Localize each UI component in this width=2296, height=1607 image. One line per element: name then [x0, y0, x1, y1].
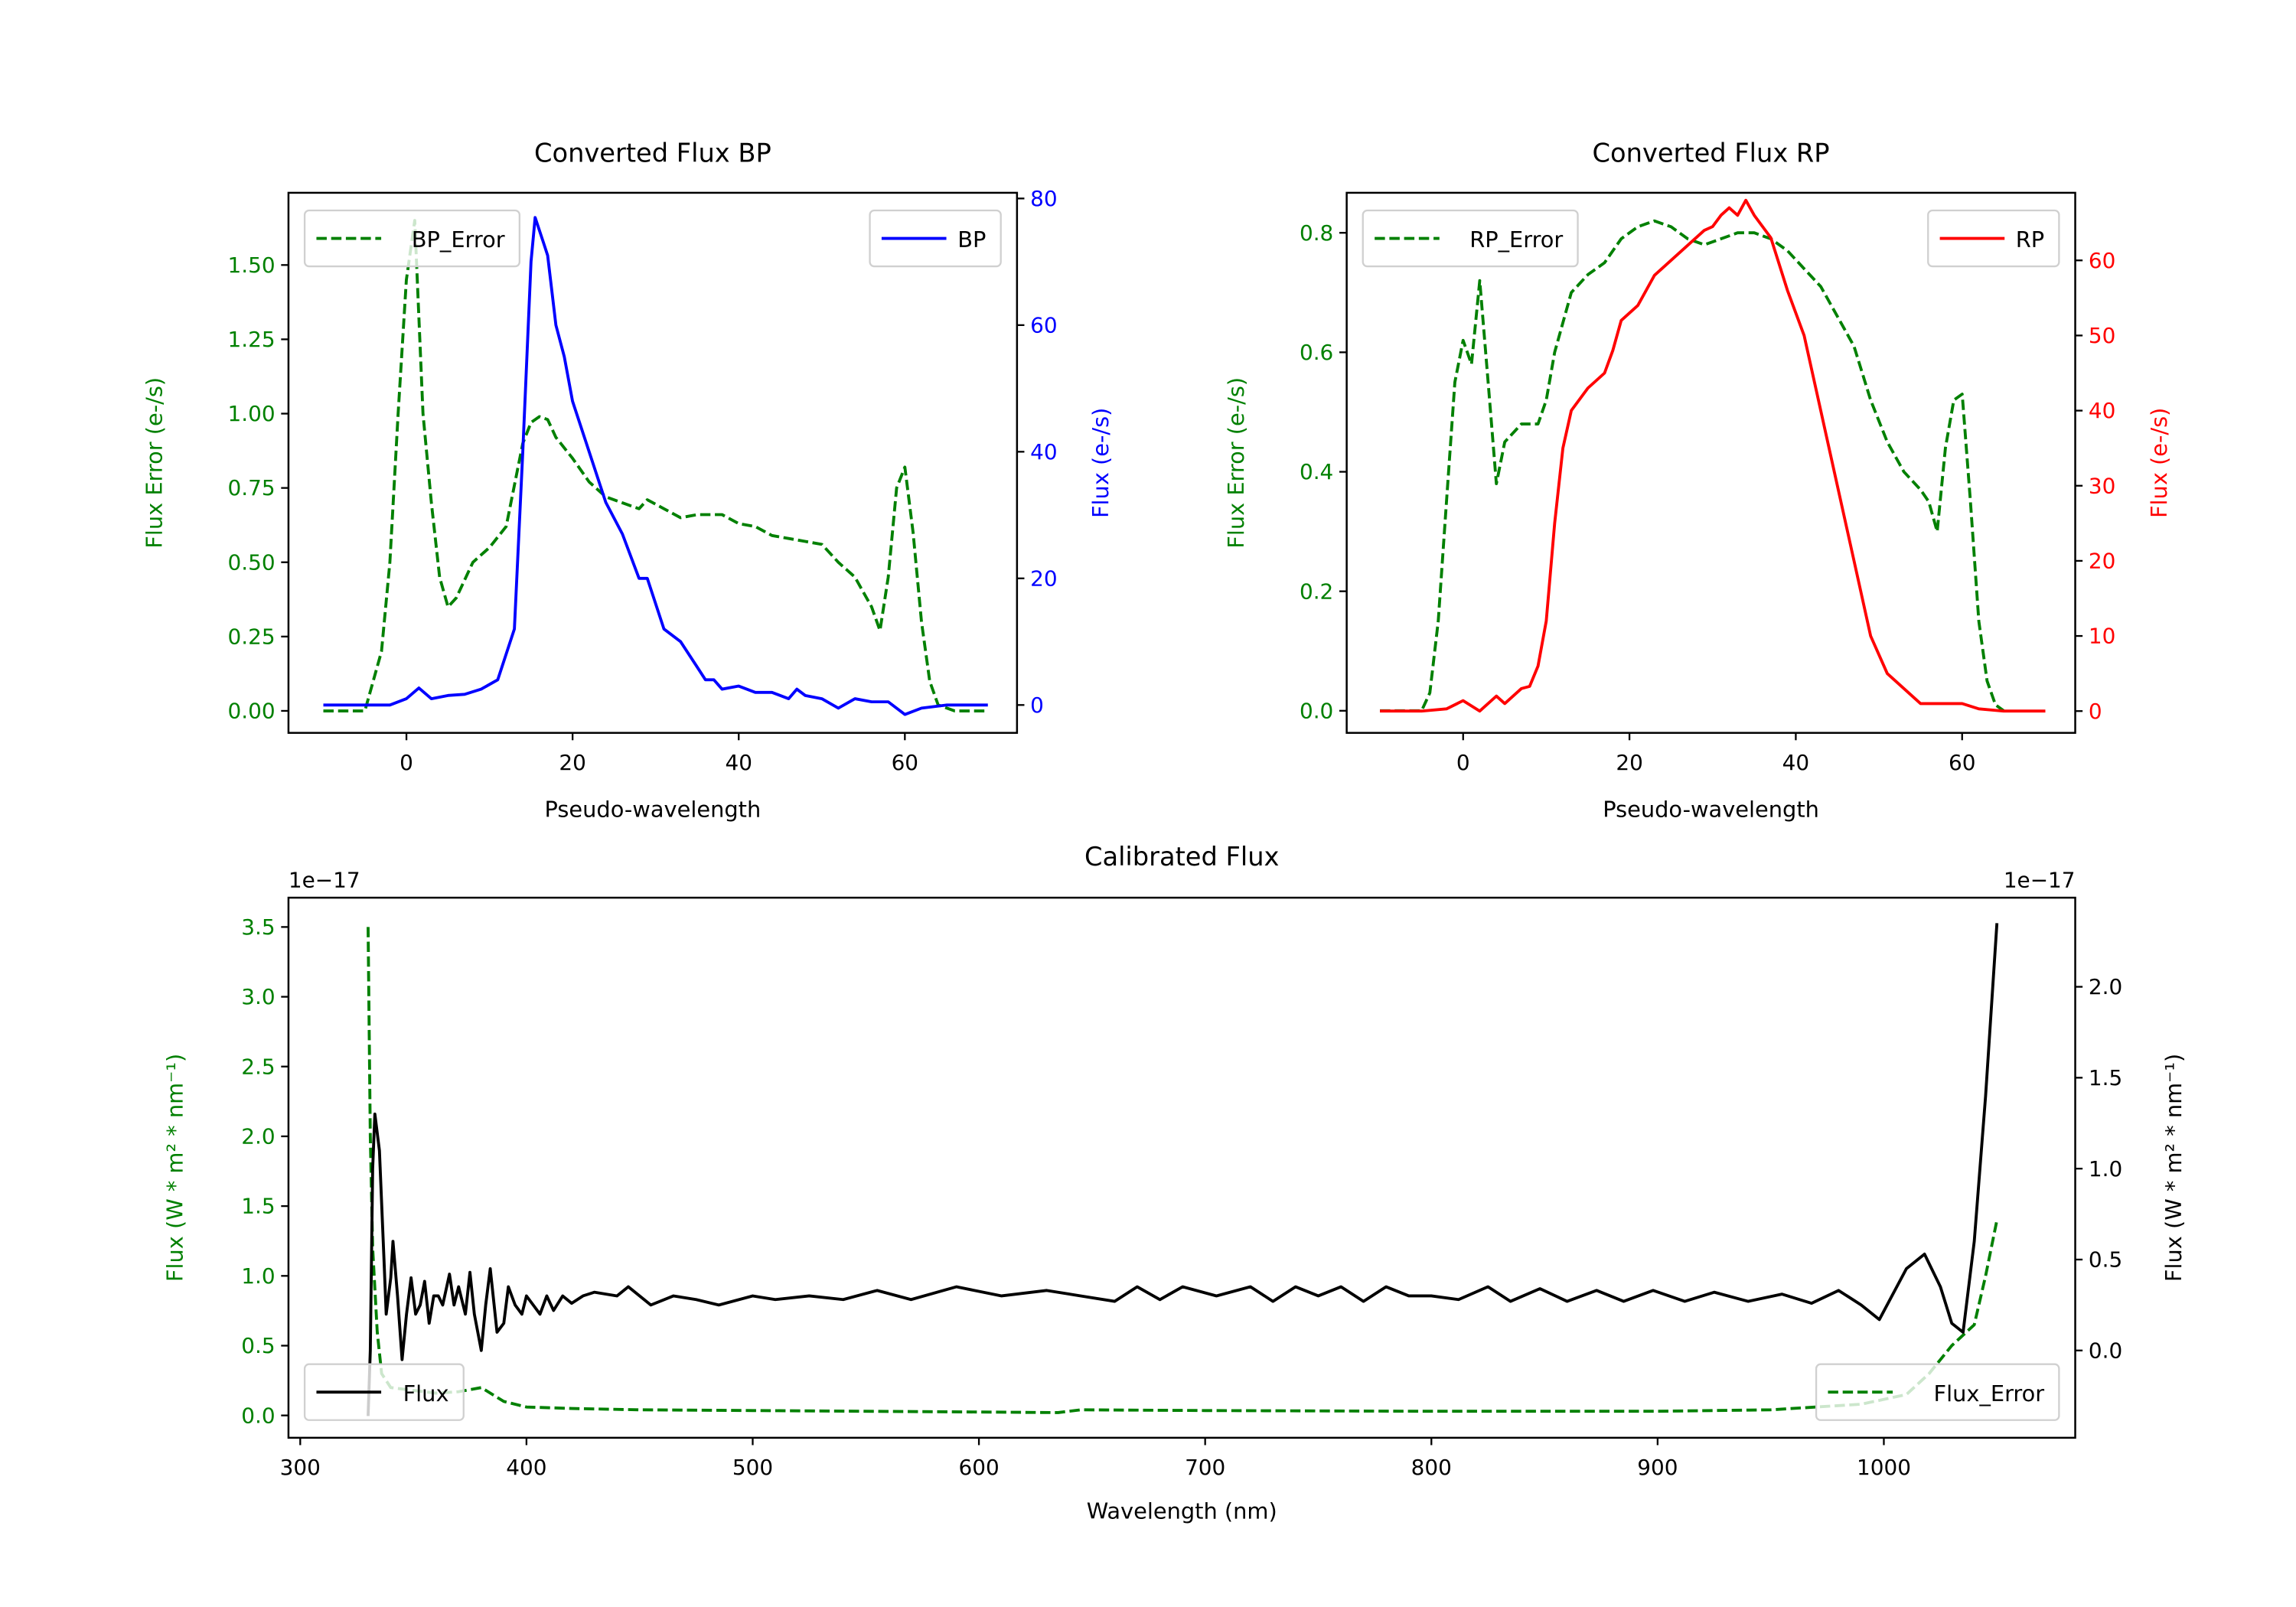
y-tick-label-right: 50 — [2089, 323, 2115, 348]
series-line-bp — [323, 216, 988, 716]
y-tick-label-left: 1.0 — [241, 1263, 275, 1289]
x-tick-label: 600 — [958, 1455, 999, 1480]
legend-box — [1362, 209, 1579, 268]
x-tick-label: 300 — [280, 1455, 321, 1480]
series-line-rp — [1380, 198, 2046, 713]
y-tick-label-left: 1.00 — [228, 401, 276, 426]
legend-bp_error: BP_Error — [303, 209, 520, 268]
y-tick-label-left: 1.5 — [241, 1194, 275, 1219]
x-tick-label: 40 — [1782, 750, 1809, 775]
legend-rp_error: RP_Error — [1362, 209, 1579, 268]
chart-title: Converted Flux BP — [534, 139, 771, 168]
chart-title: Calibrated Flux — [1084, 842, 1279, 872]
x-axis-label: Wavelength (nm) — [1087, 1498, 1277, 1524]
y-tick-label-right: 2.0 — [2089, 974, 2122, 999]
y-tick-label-right: 20 — [2089, 549, 2115, 574]
chart-converted-flux-bp: Converted Flux BP 0 20 40 60 0.00 0.25 0.50 0.75… — [142, 139, 1114, 823]
legend-rp: RP — [1927, 209, 2060, 268]
y-axis-label-right: Flux (W * m² * nm⁻¹) — [2161, 1054, 2187, 1282]
y-tick-label-left: 0.4 — [1300, 459, 1333, 484]
legend-flux: Flux — [303, 1363, 465, 1421]
y-tick-label-left: 0.50 — [228, 549, 276, 575]
chart-calibrated-flux: Calibrated Flux 300 400 500 600 700 800 900 1000… — [161, 842, 2187, 1524]
series-line-rp_error — [1380, 219, 2005, 712]
y-axis-label-left: Flux Error (e-/s) — [1223, 377, 1249, 549]
chart-converted-flux-rp: Converted Flux RP 0 20 40 60 0.0 0.2 0.4 0.6 0.8 0… — [1223, 139, 2172, 823]
axes-frame — [287, 191, 1019, 734]
x-tick-label: 60 — [1949, 750, 1975, 775]
offset-text-left: 1e−17 — [289, 868, 360, 893]
y-axis-label-left: Flux (W * m² * nm⁻¹) — [161, 1054, 188, 1282]
legend-bp: BP — [869, 209, 1002, 268]
legend-label: BP — [957, 227, 986, 253]
legend-box — [1815, 1363, 2060, 1421]
y-tick-label-left: 0.6 — [1300, 340, 1333, 365]
y-tick-label-right: 20 — [1030, 566, 1057, 591]
series-line-flux — [367, 923, 1999, 1416]
y-tick-label-right: 1.5 — [2089, 1065, 2122, 1090]
legend-box — [303, 209, 520, 268]
x-tick-label: 800 — [1411, 1455, 1452, 1480]
y-tick-label-right: 1.0 — [2089, 1156, 2122, 1182]
legend-label: BP_Error — [412, 227, 505, 253]
series-line-bp_error — [323, 219, 988, 712]
y-tick-label-left: 0.75 — [228, 475, 276, 500]
x-tick-label: 0 — [1456, 750, 1470, 775]
y-tick-label-left: 2.5 — [241, 1054, 275, 1079]
y-tick-label-left: 2.0 — [241, 1124, 275, 1149]
legend-label: Flux — [403, 1380, 449, 1407]
y-tick-label-right: 10 — [2089, 624, 2115, 649]
y-tick-label-left: 0.0 — [1300, 698, 1333, 723]
x-tick-label: 20 — [559, 750, 585, 775]
x-tick-label: 60 — [892, 750, 918, 775]
y-axis-label-left: Flux Error (e-/s) — [142, 377, 168, 549]
legend-flux_error: Flux_Error — [1815, 1363, 2060, 1421]
legend-label: RP_Error — [1469, 227, 1563, 253]
x-tick-label: 700 — [1185, 1455, 1225, 1480]
y-axis-label-right: Flux (e-/s) — [2146, 408, 2172, 518]
y-tick-label-right: 60 — [2089, 248, 2115, 273]
offset-text-right: 1e−17 — [2004, 868, 2076, 893]
y-tick-label-right: 80 — [1030, 186, 1057, 211]
y-tick-label-left: 0.25 — [228, 624, 276, 649]
x-tick-label: 400 — [506, 1455, 546, 1480]
axes-frame — [1345, 191, 2076, 734]
y-tick-label-left: 0.2 — [1300, 579, 1333, 604]
y-tick-label-left: 3.5 — [241, 914, 275, 940]
y-tick-label-right: 60 — [1030, 312, 1057, 337]
y-tick-label-right: 30 — [2089, 473, 2115, 498]
x-tick-label: 500 — [732, 1455, 773, 1480]
legend-label: RP — [2016, 227, 2044, 253]
y-tick-label-left: 0.00 — [228, 699, 276, 724]
y-tick-label-left: 3.0 — [241, 984, 275, 1009]
x-tick-label: 900 — [1637, 1455, 1678, 1480]
x-tick-label: 20 — [1616, 750, 1642, 775]
y-tick-label-right: 0.5 — [2089, 1247, 2122, 1273]
y-tick-label-left: 0.5 — [241, 1333, 275, 1358]
axes-frame — [287, 896, 2076, 1439]
y-tick-label-right: 0.0 — [2089, 1338, 2122, 1363]
x-tick-label: 0 — [400, 750, 413, 775]
series-line-flux_error — [367, 927, 1999, 1414]
y-tick-label-left: 0.8 — [1300, 220, 1333, 246]
y-tick-label-left: 0.0 — [241, 1403, 275, 1428]
y-axis-label-right: Flux (e-/s) — [1088, 408, 1114, 518]
y-tick-label-right: 0 — [1030, 693, 1044, 718]
y-tick-label-right: 40 — [2089, 398, 2115, 423]
legend-label: Flux_Error — [1934, 1380, 2045, 1407]
chart-title: Converted Flux RP — [1593, 139, 1830, 168]
y-tick-label-right: 40 — [1030, 439, 1057, 464]
legend-box — [303, 1363, 465, 1421]
y-tick-label-right: 0 — [2089, 699, 2102, 724]
x-tick-label: 40 — [725, 750, 752, 775]
x-axis-label: Pseudo-wavelength — [1603, 796, 1819, 822]
y-tick-label-left: 1.50 — [228, 253, 276, 278]
x-tick-label: 1000 — [1857, 1455, 1911, 1480]
x-axis-label: Pseudo-wavelength — [545, 796, 762, 822]
y-tick-label-left: 1.25 — [228, 327, 276, 352]
